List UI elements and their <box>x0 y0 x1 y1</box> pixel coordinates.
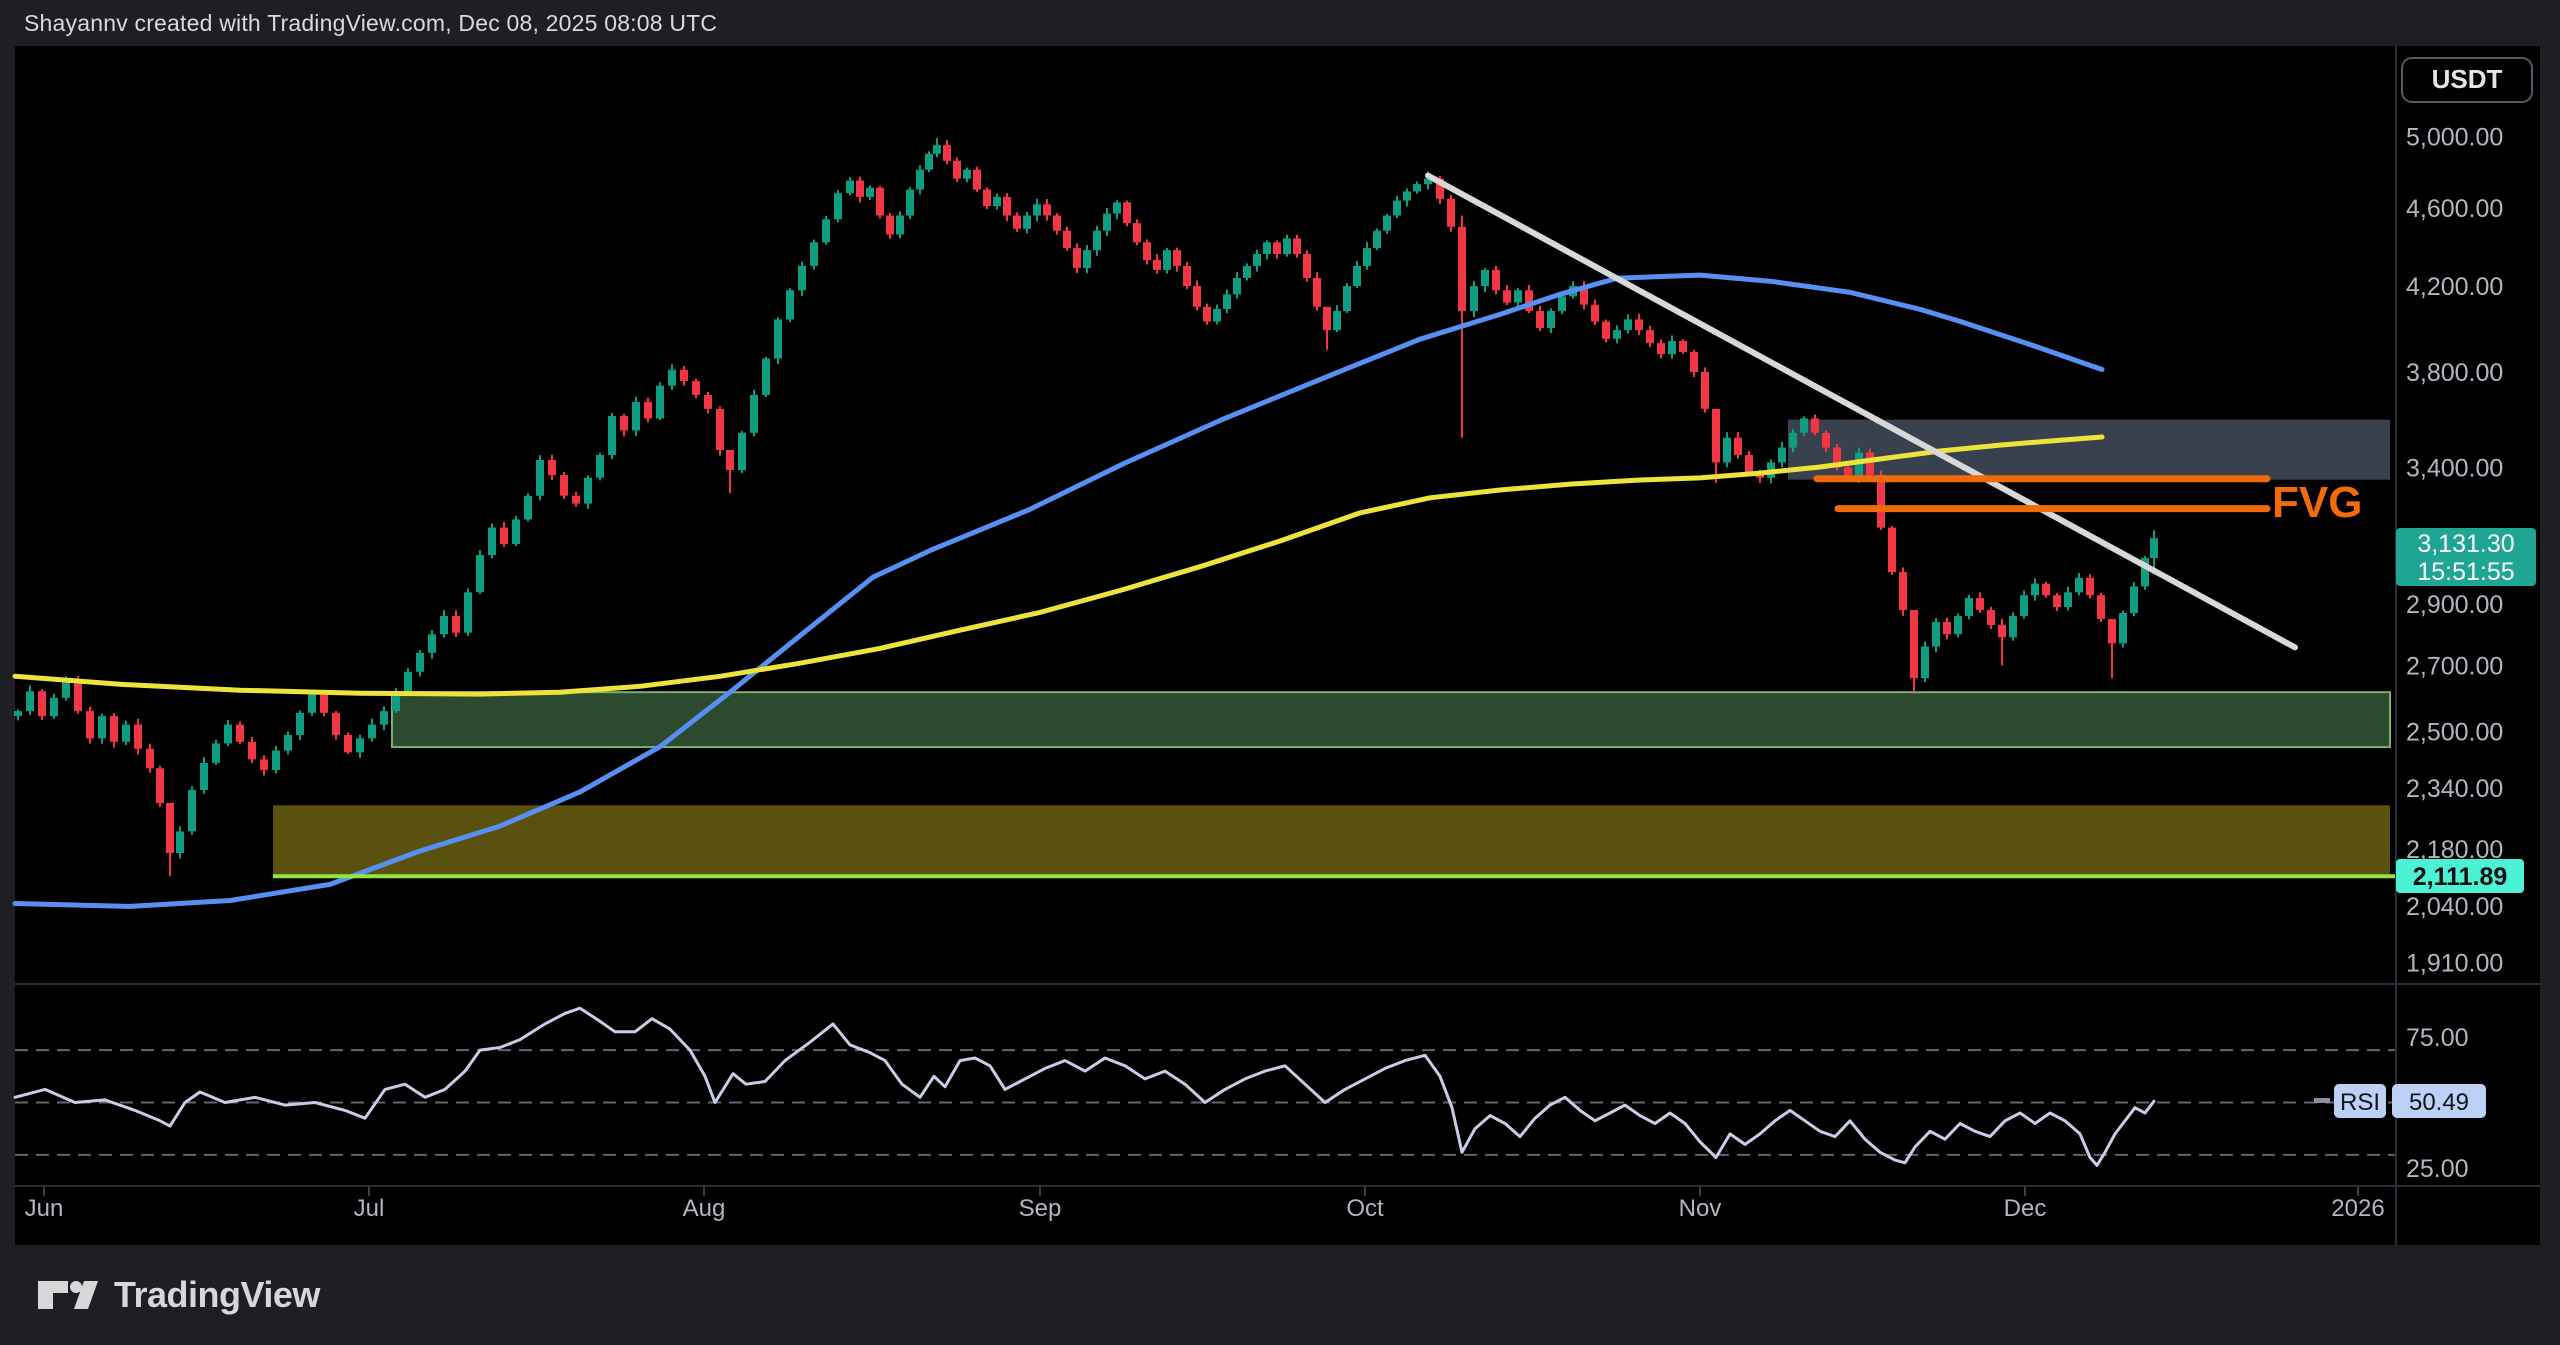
level-price-value: 2,111.89 <box>2413 863 2508 891</box>
price-tick-label: 2,500.00 <box>2406 718 2503 746</box>
time-tick-label: Jun <box>25 1195 64 1222</box>
usdt-button[interactable]: USDT <box>2401 57 2533 103</box>
time-tick-label: 2026 <box>2331 1195 2384 1222</box>
time-tick-label: Jul <box>354 1195 385 1222</box>
time-tick-label: Dec <box>2004 1195 2047 1222</box>
zones-layer <box>273 419 2391 877</box>
price-axis[interactable]: 5,000.00 4,600.00 4,200.00 3,800.00 3,400.00… <box>2406 123 2503 1183</box>
tradingview-logo-icon <box>38 1281 98 1309</box>
price-tick-label: 3,800.00 <box>2406 359 2503 387</box>
footer-bar: TradingView <box>0 1245 2560 1345</box>
rsi-tick-label: 25.00 <box>2406 1155 2469 1183</box>
price-tick-label: 3,400.00 <box>2406 455 2503 483</box>
price-tick-label: 4,200.00 <box>2406 273 2503 301</box>
level-price-label: 2,111.89 <box>2396 859 2524 893</box>
white-trendline <box>1425 172 2298 651</box>
price-tick-label: 1,910.00 <box>2406 950 2503 978</box>
price-tick-label: 2,340.00 <box>2406 775 2503 803</box>
attribution-text: Shayannv created with TradingView.com, D… <box>24 9 718 36</box>
price-tick-label: 5,000.00 <box>2406 123 2503 151</box>
fvg-lines <box>1813 475 2271 513</box>
attribution-bar: Shayannv created with TradingView.com, D… <box>0 0 2560 46</box>
green-demand-zone <box>391 691 2391 749</box>
time-tick-label: Oct <box>1346 1195 1384 1222</box>
rsi-value-chip: 50.49 <box>2409 1089 2469 1116</box>
rsi-pane[interactable] <box>13 1006 2396 1167</box>
usdt-button-label: USDT <box>2432 64 2503 94</box>
last-price-label: 3,131.30 15:51:55 <box>2396 528 2536 586</box>
last-price-value: 3,131.30 <box>2417 530 2514 558</box>
yellow-ma-line <box>12 434 2105 697</box>
price-tick-label: 2,040.00 <box>2406 893 2503 921</box>
candlestick-series <box>14 138 2158 877</box>
chart-background <box>15 46 2540 1245</box>
blue-ma-line <box>12 272 2105 909</box>
gray-supply-zone <box>1788 419 2390 480</box>
olive-demand-zone <box>273 805 2390 877</box>
price-tick-label: 4,600.00 <box>2406 195 2503 223</box>
tradingview-logo[interactable]: TradingView <box>0 1273 320 1317</box>
rsi-tick-label: 75.00 <box>2406 1024 2469 1052</box>
price-tick-label: 2,700.00 <box>2406 652 2503 680</box>
rsi-value-labels: RSI 50.49 <box>2314 1084 2486 1118</box>
fvg-annotation-label: FVG <box>2272 478 2362 527</box>
time-tick-label: Nov <box>1679 1195 1722 1222</box>
rsi-line-end-tick <box>2314 1098 2330 1103</box>
price-tick-label: 2,900.00 <box>2406 591 2503 619</box>
time-axis[interactable]: Jun Jul Aug Sep Oct Nov Dec 2026 <box>25 1187 2385 1222</box>
pane-separators <box>15 46 2540 1245</box>
tradingview-wordmark: TradingView <box>114 1274 320 1315</box>
time-tick-label: Sep <box>1019 1195 1062 1222</box>
time-tick-label: Aug <box>683 1195 726 1222</box>
rsi-name-chip: RSI <box>2340 1089 2380 1116</box>
bar-countdown: 15:51:55 <box>2417 558 2514 586</box>
